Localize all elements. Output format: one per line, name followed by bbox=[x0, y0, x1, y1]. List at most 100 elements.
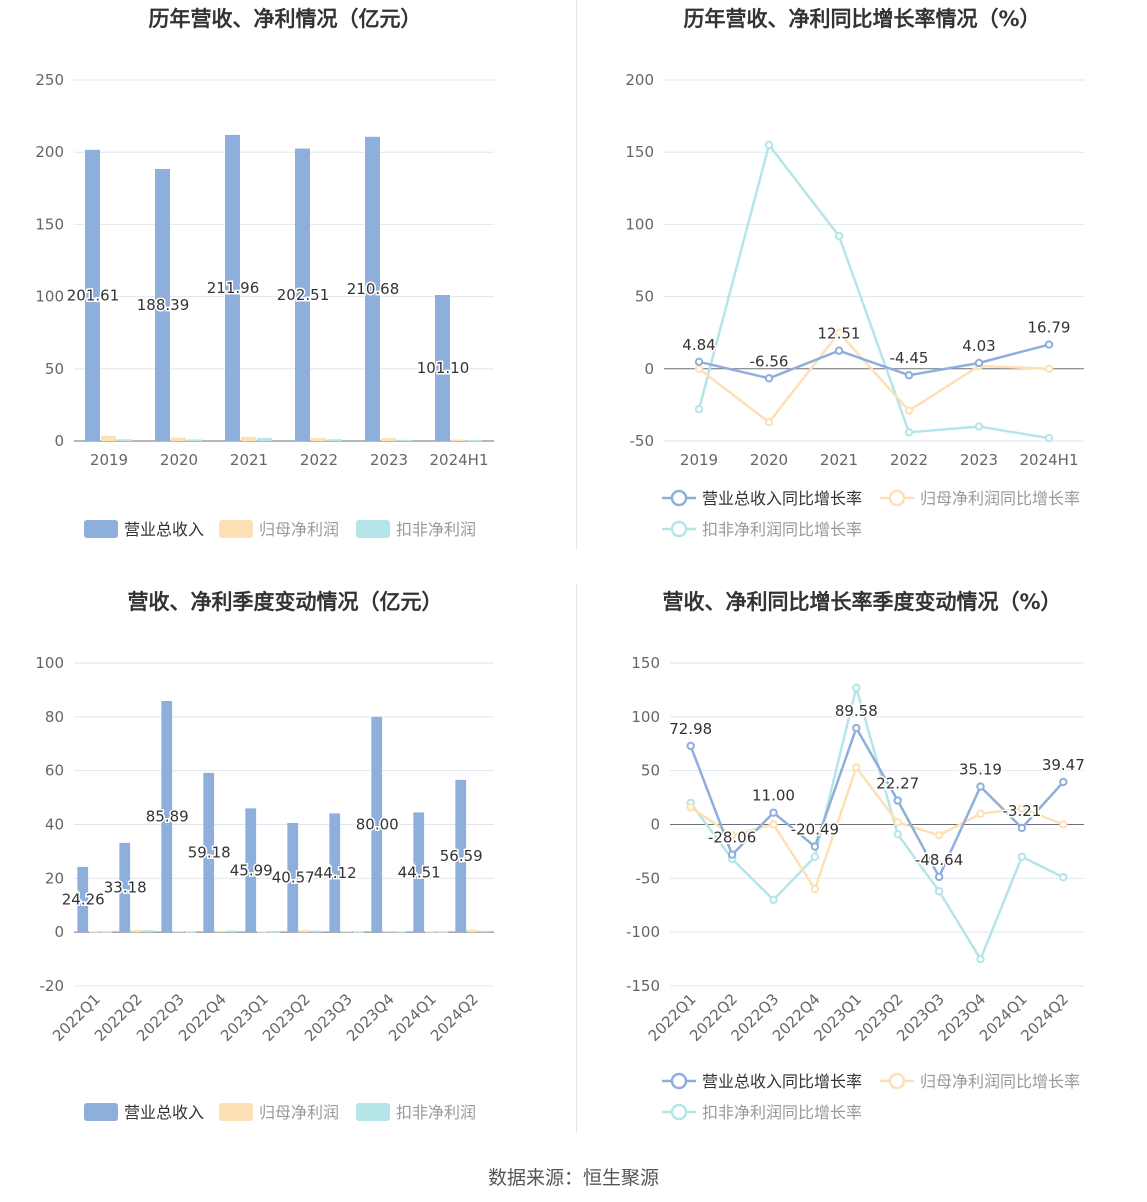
legend-swatch bbox=[84, 1103, 118, 1121]
line-point bbox=[1059, 777, 1068, 787]
chart-title: 历年营收、净利情况（亿元） bbox=[149, 7, 422, 31]
line-data-label: 35.19 bbox=[959, 761, 1002, 779]
y-tick-label: 0 bbox=[54, 432, 64, 450]
legend-label: 扣非净利润 bbox=[396, 520, 476, 539]
bar-deducted-net-profit bbox=[117, 439, 132, 441]
y-tick-label: 150 bbox=[625, 143, 654, 161]
bar-parent-net-profit bbox=[89, 931, 100, 933]
annual-revenue-profit-chart: 历年营收、净利情况（亿元） 0 50 100 150 200 250 2019 2020 2021… bbox=[0, 0, 573, 580]
bar-parent-net-profit bbox=[101, 435, 116, 441]
bar-revenue bbox=[161, 700, 173, 933]
line-data-label: 22.27 bbox=[876, 775, 919, 793]
y-tick-label: 0 bbox=[644, 360, 654, 378]
bar-revenue bbox=[329, 813, 341, 933]
bar-deducted-net-profit bbox=[394, 931, 406, 933]
x-tick-label: 2022 bbox=[890, 451, 928, 469]
line-point bbox=[852, 763, 861, 772]
line-point bbox=[764, 418, 774, 427]
line-data-label: 89.58 bbox=[835, 702, 878, 720]
line-point bbox=[694, 364, 704, 373]
x-tick-label: 2021 bbox=[820, 451, 858, 469]
bar-deducted-net-profit bbox=[352, 931, 364, 933]
bar-data-label: 101.10 bbox=[417, 359, 470, 377]
line-point bbox=[974, 358, 984, 368]
line-point bbox=[834, 231, 844, 241]
x-tick-label: 2019 bbox=[680, 451, 718, 469]
chart-svg: 历年营收、净利同比增长率情况（%） -50 0 50 100 150 200 2019 2020… bbox=[625, 7, 1084, 539]
line-point bbox=[810, 842, 820, 851]
bar-parent-net-profit bbox=[257, 931, 268, 933]
bar-parent-net-profit bbox=[425, 931, 436, 933]
bar-parent-net-profit bbox=[467, 929, 478, 933]
line-data-label: -28.06 bbox=[708, 829, 756, 847]
line-point bbox=[893, 829, 902, 839]
bar-deducted-net-profit bbox=[310, 930, 322, 933]
line-data-label: 4.84 bbox=[682, 336, 715, 354]
line-point bbox=[694, 405, 704, 414]
line-parent-net-profit bbox=[689, 764, 1064, 892]
line-point bbox=[852, 683, 861, 692]
bar-data-label: 80.00 bbox=[356, 816, 399, 834]
y-tick-label: 20 bbox=[45, 869, 64, 887]
data-source-footer: 数据来源：恒生聚源 bbox=[487, 1167, 659, 1189]
x-tick-label: 2020 bbox=[750, 451, 788, 469]
legend-label: 扣非净利润 bbox=[396, 1103, 476, 1122]
x-tick-label: 2024H1 bbox=[1020, 451, 1079, 469]
bar-revenue bbox=[77, 866, 89, 933]
legend-label: 归母净利润 bbox=[259, 520, 339, 539]
line-data-label: 12.51 bbox=[818, 325, 861, 343]
bar-revenue bbox=[435, 295, 450, 441]
bar-revenue bbox=[371, 716, 383, 933]
bar-revenue bbox=[119, 842, 131, 933]
bar-deducted-net-profit bbox=[142, 930, 154, 933]
y-tick-label: 200 bbox=[35, 143, 64, 161]
y-tick-label: 150 bbox=[631, 654, 660, 672]
bar-revenue bbox=[295, 148, 310, 441]
legend-parent-net-profit: 归母净利润 bbox=[219, 1103, 339, 1122]
legend-label: 营业总收入同比增长率 bbox=[702, 1072, 862, 1091]
y-tick-label: -100 bbox=[626, 923, 660, 941]
bar-revenue bbox=[155, 168, 170, 441]
line-data-label: 72.98 bbox=[669, 720, 712, 738]
line-data-label: -6.56 bbox=[750, 352, 789, 370]
bar-data-label: 210.68 bbox=[347, 280, 400, 298]
y-tick-label: -150 bbox=[626, 977, 660, 995]
legend-marker bbox=[670, 520, 688, 538]
vertical-divider-top bbox=[576, 0, 577, 550]
line-point bbox=[769, 808, 778, 817]
bar-data-label: 188.39 bbox=[137, 296, 190, 314]
legend-marker bbox=[670, 1072, 688, 1090]
line-point bbox=[904, 428, 914, 437]
chart-svg: 营收、净利季度变动情况（亿元）-200204060801002022Q12022… bbox=[35, 590, 494, 1122]
line-point bbox=[810, 884, 820, 894]
bar-parent-net-profit bbox=[215, 930, 226, 933]
line-data-label: 11.00 bbox=[752, 787, 795, 805]
line-data-label: -48.64 bbox=[915, 851, 963, 869]
line-point bbox=[1017, 852, 1027, 861]
legend-label: 营业总收入 bbox=[124, 520, 204, 539]
line-data-label: -4.45 bbox=[890, 349, 929, 367]
chart-svg: 营收、净利同比增长率季度变动情况（%） -150 -100 -50 0 50 100 150 2… bbox=[626, 590, 1086, 1122]
legend-marker bbox=[888, 1072, 906, 1090]
legend-marker bbox=[670, 1103, 688, 1121]
legend-deducted-net-profit: 扣非净利润同比增长率 bbox=[662, 520, 862, 539]
line-point bbox=[1017, 804, 1027, 813]
chart-title: 营收、净利同比增长率季度变动情况（%） bbox=[662, 590, 1061, 614]
line-point bbox=[1044, 364, 1054, 373]
y-tick-label: -50 bbox=[636, 869, 661, 887]
y-tick-label: 150 bbox=[35, 215, 64, 233]
line-deducted-net-profit bbox=[689, 682, 1064, 962]
bar-parent-net-profit bbox=[131, 930, 142, 933]
bar-revenue bbox=[203, 772, 215, 933]
y-tick-label: 100 bbox=[35, 288, 64, 306]
line-point bbox=[904, 371, 914, 380]
bar-revenue bbox=[85, 149, 100, 441]
chart-svg: 历年营收、净利情况（亿元） 0 50 100 150 200 250 2019 2020 2021… bbox=[35, 7, 494, 539]
x-tick-label: 2024H1 bbox=[430, 451, 489, 469]
bar-parent-net-profit bbox=[173, 931, 184, 933]
bar-parent-net-profit bbox=[171, 437, 186, 441]
legend-deducted-net-profit: 扣非净利润 bbox=[356, 1103, 476, 1122]
y-tick-label: 250 bbox=[35, 71, 64, 89]
bar-data-label: 211.96 bbox=[207, 279, 260, 297]
legend-swatch bbox=[356, 520, 390, 538]
